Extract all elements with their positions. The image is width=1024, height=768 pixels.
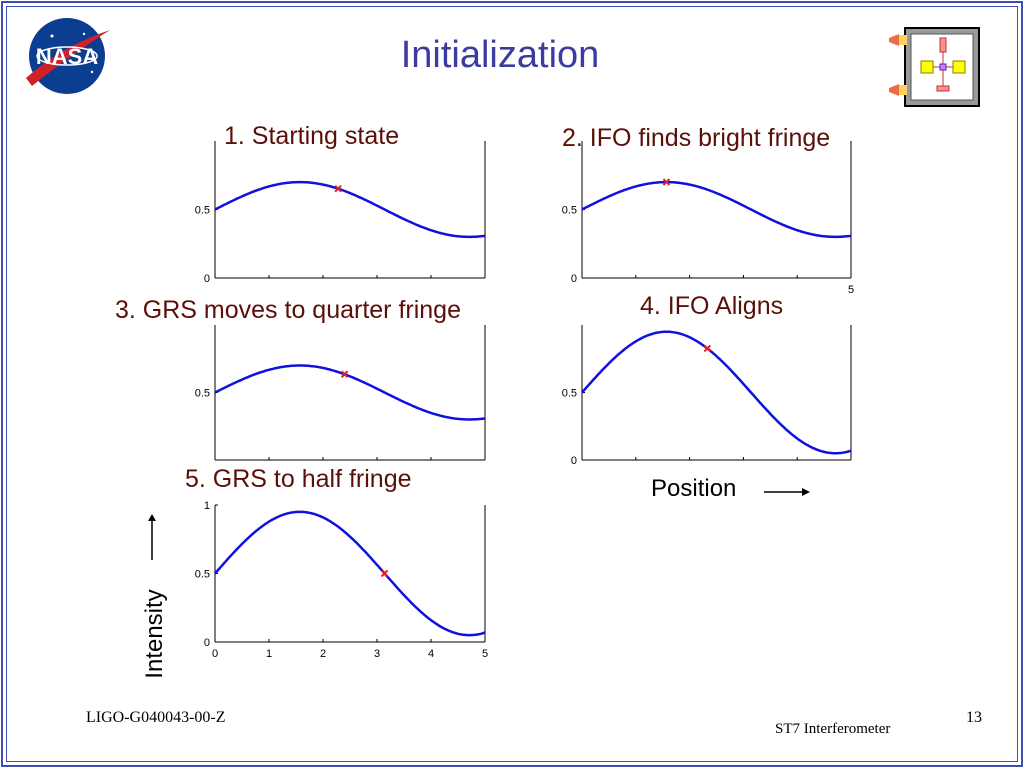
plot-4-y-tick-label: 0 (571, 455, 577, 467)
panel-5-title: 5. GRS to half fringe (185, 465, 412, 493)
plot-5-x-tick-label: 5 (482, 648, 488, 660)
footer-project: ST7 Interferometer (775, 721, 891, 737)
plot-2-y-tick-label: 0 (571, 273, 577, 285)
arrow-up-icon (148, 514, 156, 560)
plot-2-x-tick-label: 5 (848, 284, 854, 296)
plot-5-x-tick-label: 4 (428, 648, 434, 660)
plot-3-marker (340, 370, 349, 378)
slide-inner-frame (6, 6, 1018, 762)
page-number: 13 (966, 709, 982, 726)
panel-1-title: 1. Starting state (224, 122, 400, 150)
plot-5-x-tick-label: 1 (266, 648, 272, 660)
panel-3-title: 3. GRS moves to quarter fringe (115, 296, 461, 324)
svg-text:NASA: NASA (36, 44, 98, 69)
nasa-logo-icon: NASA (26, 18, 110, 94)
footer-doc-id: LIGO-G040043-00-Z (86, 709, 226, 726)
panel-2-title: 2. IFO finds bright fringe (562, 124, 831, 152)
plot-5-x-tick-label: 3 (374, 648, 380, 660)
plot-5-marker (380, 569, 389, 578)
plot-1-y-tick-label: 0 (204, 273, 210, 285)
y-axis-label: Intensity (141, 589, 168, 679)
plot-1-marker (334, 184, 342, 193)
plot-2-marker (662, 178, 671, 186)
plot-4-y-tick-label: 0.5 (562, 388, 577, 400)
panel-4-title: 4. IFO Aligns (640, 292, 784, 320)
plot-5-x-tick-label: 2 (320, 648, 326, 660)
plot-5-y-tick-label: 0.5 (195, 569, 210, 581)
plot-1-curve (214, 180, 486, 239)
x-axis-label: Position (651, 475, 737, 502)
plot-5-curve (214, 510, 486, 637)
plot-5-y-tick-label: 1 (204, 500, 210, 512)
plot-3-curve (214, 364, 486, 421)
interferometer-icon (889, 27, 980, 107)
plot-4-curve (581, 330, 852, 455)
plot-4-marker (703, 344, 712, 353)
plot-2-y-tick-label: 0.5 (562, 205, 577, 217)
plot-5-y-tick-label: 0 (204, 637, 210, 649)
plot-3-y-tick-label: 0.5 (195, 388, 210, 400)
plot-5-x-tick-label: 0 (212, 648, 218, 660)
slide-title: Initialization (400, 34, 600, 76)
plot-2-curve (581, 180, 852, 239)
arrow-right-icon (764, 488, 810, 496)
plot-1-y-tick-label: 0.5 (195, 205, 210, 217)
